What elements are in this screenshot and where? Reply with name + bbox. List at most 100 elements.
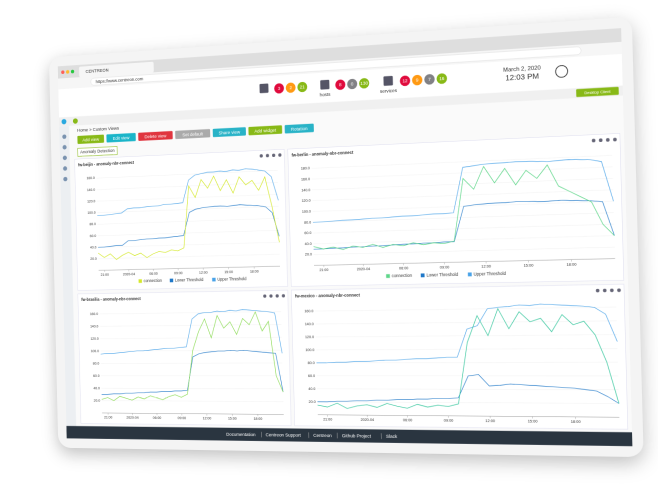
x-tick-label: 2020-04	[361, 418, 375, 422]
y-tick-label: 140.0	[87, 188, 95, 192]
status-count-label: 12	[402, 78, 408, 84]
toolbar-button-label: Add view	[82, 136, 99, 142]
toolbar-button[interactable]	[212, 127, 246, 138]
x-tick-label: 12:00	[203, 416, 212, 420]
desktop-client-label: Desktop Client	[584, 89, 610, 95]
y-tick-label: 80.0	[308, 361, 315, 365]
x-tick-label: 06:00	[399, 266, 408, 270]
x-tick-label: 15:00	[224, 270, 233, 274]
y-tick-label: 160.0	[301, 177, 310, 182]
x-tick-label: 12:00	[481, 264, 491, 269]
url: https://www.centreon.com	[96, 76, 144, 84]
y-tick-label: 20.0	[305, 253, 312, 257]
y-tick-label: 80.0	[304, 220, 311, 224]
x-tick-label: 18:00	[566, 262, 576, 267]
services-label: services	[380, 88, 398, 94]
status-count[interactable]	[274, 83, 285, 94]
status-count[interactable]	[358, 77, 370, 89]
x-tick-label: 06:00	[403, 418, 412, 422]
toolbar-button-label: Edit view	[113, 135, 130, 141]
y-tick-label: 160.0	[90, 312, 98, 316]
y-tick-label: 100.0	[91, 349, 99, 353]
widget-panel	[291, 284, 628, 429]
date: March 2, 2020	[503, 65, 541, 74]
status-count-label: 0	[351, 81, 354, 86]
services-icon	[383, 75, 393, 86]
legend-swatch	[420, 273, 425, 278]
legend-swatch	[169, 278, 174, 283]
toolbar-button[interactable]	[284, 123, 314, 134]
x-tick-label: 18:00	[253, 417, 262, 421]
hosts-icon	[320, 79, 330, 90]
status-count-label: 9	[416, 77, 419, 83]
status-count[interactable]	[347, 78, 358, 90]
x-tick-label: 15:00	[228, 416, 237, 420]
y-tick-label: 180.0	[301, 166, 310, 171]
x-tick-label: 2020-04	[126, 416, 138, 420]
x-tick-label: 09:00	[440, 265, 450, 269]
y-tick-label: 100.0	[305, 348, 314, 352]
y-tick-label: 20.0	[94, 398, 100, 402]
status-count-label: 16	[439, 76, 445, 82]
y-tick-label: 160.0	[304, 309, 313, 313]
x-tick-label: 18:00	[250, 269, 259, 273]
x-tick-label: 15:00	[528, 419, 538, 423]
widget-title: fw-mexico - anomaly-nbr-connect	[295, 292, 361, 298]
footer-link[interactable]: Centreon	[313, 433, 332, 438]
y-tick-label: 40.0	[305, 242, 312, 246]
nav-bar	[59, 85, 623, 127]
toolbar-button[interactable]	[248, 125, 283, 136]
legend-label: Upper Threshold	[217, 276, 246, 282]
tab[interactable]	[78, 61, 154, 78]
x-tick-label: 21:00	[323, 417, 332, 421]
y-tick-label: 140.0	[90, 324, 98, 328]
status-count-label: 3	[278, 86, 281, 91]
monitor: CENTREON https://www.centreon.com Home >…	[48, 16, 644, 458]
toolbar-button[interactable]	[138, 131, 173, 141]
y-tick-label: 80.0	[93, 361, 99, 365]
footer-link[interactable]: Documentation	[226, 432, 256, 438]
status-count-label: 130	[360, 81, 368, 87]
y-tick-label: 120.0	[90, 337, 98, 341]
widget-title: fw-beijin - anomaly-nbr-connect	[78, 160, 135, 168]
y-tick-label: 140.0	[305, 322, 314, 326]
widget-title: fw-brasilia - anomaly-nbr-connect	[81, 296, 141, 302]
x-tick-label: 15:00	[523, 263, 533, 268]
y-tick-label: 120.0	[302, 199, 311, 203]
y-tick-label: 100.0	[87, 211, 95, 215]
x-tick-label: 06:00	[149, 271, 158, 275]
y-tick-label: 140.0	[301, 188, 310, 193]
status-count-label: 2	[289, 85, 292, 90]
legend-label: connection	[144, 278, 162, 283]
status-count-label: 21	[300, 84, 306, 90]
status-count[interactable]	[285, 82, 296, 94]
toolbar-button[interactable]	[175, 129, 211, 140]
breadcrumb: Home > Custom Views	[77, 126, 120, 133]
status-count-label: 8	[339, 82, 342, 87]
toolbar-button-label: Set default	[182, 131, 203, 137]
toolbar-button-label: Add widget	[254, 127, 277, 133]
footer-link[interactable]: Slack	[386, 434, 398, 439]
status-count[interactable]	[399, 75, 411, 87]
legend-label: connection	[392, 273, 412, 279]
x-tick-label: 21:00	[104, 415, 112, 419]
footer-link[interactable]: Github Project	[342, 433, 372, 439]
y-tick-label: 100.0	[302, 209, 311, 213]
y-tick-label: 60.0	[308, 374, 315, 378]
status-count[interactable]	[297, 81, 308, 93]
url-field[interactable]	[91, 47, 582, 86]
legend-swatch	[467, 272, 472, 277]
y-tick-label: 40.0	[93, 386, 99, 390]
y-tick-label: 20.0	[90, 257, 96, 261]
y-tick-label: 60.0	[90, 234, 96, 238]
legend-label: Lower Threshold	[175, 277, 204, 283]
footer-link[interactable]: Centreon Support	[266, 432, 302, 438]
status-count-label: 7	[428, 77, 431, 83]
y-tick-label: 160.0	[87, 176, 95, 180]
legend-label: Upper Threshold	[474, 271, 506, 277]
legend-swatch	[386, 274, 390, 278]
status-count[interactable]	[335, 79, 346, 91]
toolbar-button[interactable]	[106, 132, 136, 143]
tab-bar	[57, 28, 622, 79]
